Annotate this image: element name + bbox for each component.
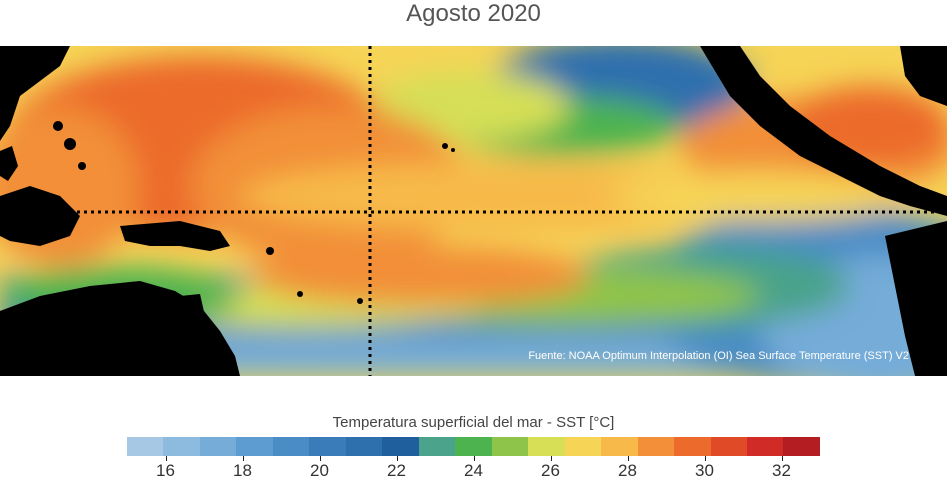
colorbar-cell xyxy=(127,437,164,456)
colorbar-tick-mark xyxy=(319,456,321,461)
colorbar-tick-label: 26 xyxy=(541,461,560,480)
colorbar-cell xyxy=(710,437,747,456)
colorbar-cell xyxy=(528,437,565,456)
colorbar-cell xyxy=(345,437,383,456)
colorbar-ticks: 16 18 20 22 24 26 28 30 32 xyxy=(127,456,820,480)
colorbar-cell xyxy=(163,437,200,456)
colorbar-cell xyxy=(236,437,273,456)
land-masses xyxy=(0,46,947,376)
map-title: Agosto 2020 xyxy=(406,0,541,27)
colorbar-tick-label: 20 xyxy=(310,461,329,480)
colorbar-tick-mark xyxy=(704,456,706,461)
sst-map xyxy=(0,46,947,376)
colorbar-tick-mark xyxy=(781,456,783,461)
colorbar-tick-mark xyxy=(627,456,629,461)
colorbar-cell xyxy=(455,437,492,456)
colorbar-cell xyxy=(309,437,346,456)
colorbar-tick-label: 22 xyxy=(387,461,406,480)
colorbar xyxy=(127,437,820,456)
colorbar-cell xyxy=(382,437,419,456)
colorbar-tick-mark xyxy=(396,456,398,461)
colorbar-cell xyxy=(418,437,456,456)
colorbar-title: Temperatura superficial del mar - SST [°… xyxy=(332,414,615,431)
colorbar-cell xyxy=(199,437,237,456)
colorbar-tick-mark xyxy=(242,456,244,461)
colorbar-cell xyxy=(601,437,638,456)
colorbar-tick-label: 16 xyxy=(156,461,175,480)
map-source-note: Fuente: NOAA Optimum Interpolation (OI) … xyxy=(528,350,909,362)
colorbar-tick-mark xyxy=(473,456,475,461)
colorbar-cell xyxy=(783,437,820,456)
colorbar-tick-label: 30 xyxy=(695,461,714,480)
colorbar-tick-mark xyxy=(165,456,167,461)
colorbar-cell xyxy=(746,437,784,456)
colorbar-tick-label: 18 xyxy=(233,461,252,480)
colorbar-cell xyxy=(564,437,602,456)
colorbar-cell xyxy=(491,437,529,456)
colorbar-cell xyxy=(637,437,675,456)
colorbar-tick-label: 24 xyxy=(464,461,483,480)
colorbar-cell xyxy=(272,437,310,456)
colorbar-tick-mark xyxy=(550,456,552,461)
colorbar-cell xyxy=(674,437,711,456)
colorbar-tick-label: 28 xyxy=(618,461,637,480)
colorbar-tick-label: 32 xyxy=(772,461,791,480)
